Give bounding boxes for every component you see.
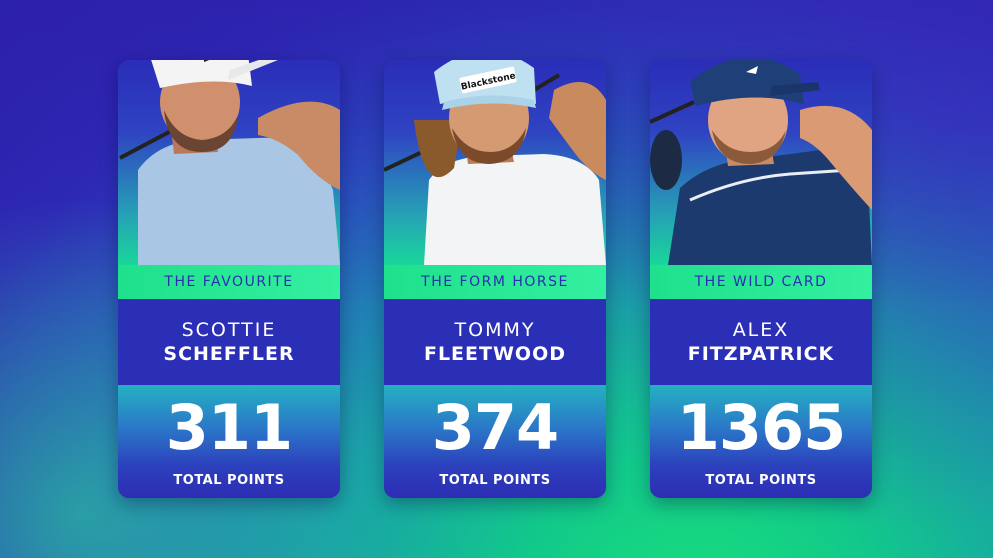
- player-photo: Blackstone: [384, 60, 606, 265]
- player-last-name: FITZPATRICK: [687, 343, 835, 365]
- total-points-label: TOTAL POINTS: [439, 473, 551, 488]
- golfer-fleetwood-photo: Blackstone: [384, 60, 606, 265]
- points-panel: 1365 TOTAL POINTS: [650, 385, 872, 498]
- points-panel: 374 TOTAL POINTS: [384, 385, 606, 498]
- player-last-name: FLEETWOOD: [423, 343, 567, 365]
- card-label-band: THE WILD CARD: [650, 265, 872, 299]
- card-label: THE FORM HORSE: [421, 274, 569, 290]
- total-points-value: 374: [431, 391, 559, 464]
- player-name-panel: SCOTTIE SCHEFFLER: [118, 299, 340, 385]
- card-label-band: THE FORM HORSE: [384, 265, 606, 299]
- player-card-scheffler: THE FAVOURITE SCOTTIE SCHEFFLER 311 TOTA…: [118, 60, 340, 498]
- player-photo: [118, 60, 340, 265]
- player-card-fitzpatrick: THE WILD CARD ALEX FITZPATRICK 1365 TOTA…: [650, 60, 872, 498]
- total-points-value: 311: [165, 391, 293, 464]
- player-card-fleetwood: Blackstone THE FORM HORSE TOMMY FLEETWOO…: [384, 60, 606, 498]
- golfer-fitzpatrick-photo: [650, 60, 872, 265]
- player-first-name: SCOTTIE: [181, 319, 277, 341]
- player-photo: [650, 60, 872, 265]
- player-name-panel: TOMMY FLEETWOOD: [384, 299, 606, 385]
- points-panel: 311 TOTAL POINTS: [118, 385, 340, 498]
- card-label-band: THE FAVOURITE: [118, 265, 340, 299]
- card-label: THE WILD CARD: [694, 274, 828, 290]
- card-label: THE FAVOURITE: [164, 274, 294, 290]
- player-name-panel: ALEX FITZPATRICK: [650, 299, 872, 385]
- golfer-scheffler-photo: [119, 60, 340, 265]
- total-points-label: TOTAL POINTS: [173, 473, 285, 488]
- total-points-label: TOTAL POINTS: [705, 473, 817, 488]
- total-points-value: 1365: [676, 391, 847, 464]
- player-first-name: TOMMY: [454, 319, 536, 341]
- player-first-name: ALEX: [732, 319, 790, 341]
- player-last-name: SCHEFFLER: [163, 343, 295, 365]
